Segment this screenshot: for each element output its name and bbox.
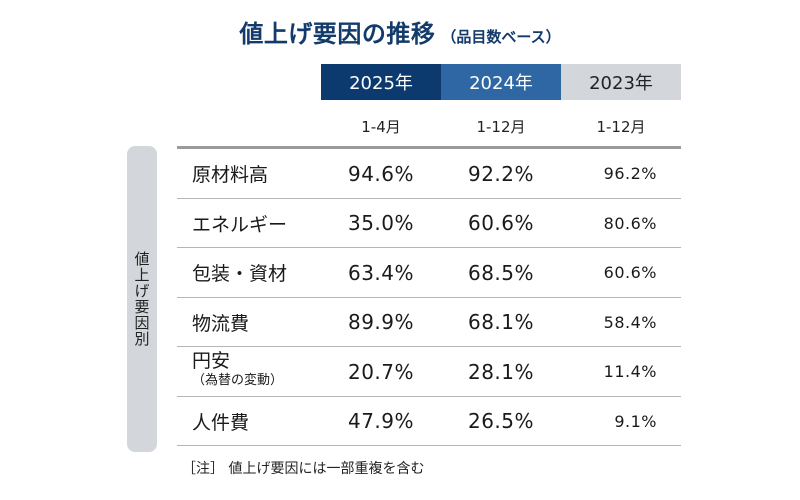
table-row: エネルギー 35.0% 60.6% 80.6%: [177, 199, 681, 248]
footnote: ［注］ 値上げ要因には一部重複を含む: [182, 461, 425, 477]
table-top-rule: [177, 146, 681, 149]
value-cell: 68.1%: [467, 310, 535, 334]
row-divider: [177, 247, 681, 248]
row-category-main: 円安: [192, 350, 231, 372]
value-cell: 80.6%: [603, 213, 657, 233]
value-cell: 26.5%: [467, 409, 535, 433]
table-row: 円安 （為替の変動） 20.7% 28.1% 11.4%: [177, 347, 681, 396]
value-cell: 89.9%: [347, 310, 415, 334]
value-cell: 35.0%: [347, 211, 415, 235]
row-category: 包装・資材: [192, 263, 288, 285]
row-category: 円安 （為替の変動）: [192, 351, 283, 388]
row-divider: [177, 296, 681, 298]
column-header-2023: 2023年: [561, 64, 681, 100]
value-cell: 60.6%: [603, 263, 657, 282]
row-category: 人件費: [192, 411, 250, 434]
value-cell: 9.1%: [614, 411, 657, 431]
value-cell: 58.4%: [603, 312, 657, 332]
row-divider: [177, 346, 681, 347]
table-row: 原材料高 94.6% 92.2% 96.2%: [177, 149, 681, 198]
value-cell: 96.2%: [603, 164, 657, 183]
value-cell: 28.1%: [467, 359, 535, 384]
value-cell: 60.6%: [467, 211, 535, 235]
row-category: エネルギー: [192, 213, 288, 236]
value-cell: 47.9%: [347, 409, 415, 433]
value-cell: 63.4%: [347, 260, 415, 285]
table-row: 人件費 47.9% 26.5% 9.1%: [177, 397, 681, 446]
table-row: 物流費 89.9% 68.1% 58.4%: [177, 298, 681, 347]
table-row: 包装・資材 63.4% 68.5% 60.6%: [177, 248, 681, 297]
period-label-2024: 1-12月: [476, 118, 526, 136]
title-main: 値上げ要因の推移: [239, 20, 436, 48]
row-divider: [177, 395, 681, 397]
period-label-2023: 1-12月: [596, 118, 646, 136]
row-divider: [177, 197, 681, 199]
title-subtitle: （品目数ベース）: [441, 28, 561, 46]
value-cell: 68.5%: [467, 260, 535, 285]
column-header-2024: 2024年: [441, 64, 561, 100]
value-cell: 11.4%: [603, 362, 657, 381]
row-category: 原材料高: [192, 164, 269, 186]
value-cell: 20.7%: [347, 359, 415, 384]
row-group-label: 値上げ要因別: [127, 146, 157, 452]
column-header-2025: 2025年: [321, 64, 441, 100]
value-cell: 92.2%: [467, 161, 535, 186]
chart-title: 値上げ要因の推移 （品目数ベース）: [0, 14, 800, 49]
row-divider: [177, 445, 681, 446]
value-cell: 94.6%: [347, 161, 415, 186]
row-category: 物流費: [192, 312, 250, 335]
row-category-sub: （為替の変動）: [192, 372, 284, 388]
period-label-2025: 1-4月: [361, 118, 401, 136]
row-group-label-text: 値上げ要因別: [132, 251, 151, 347]
